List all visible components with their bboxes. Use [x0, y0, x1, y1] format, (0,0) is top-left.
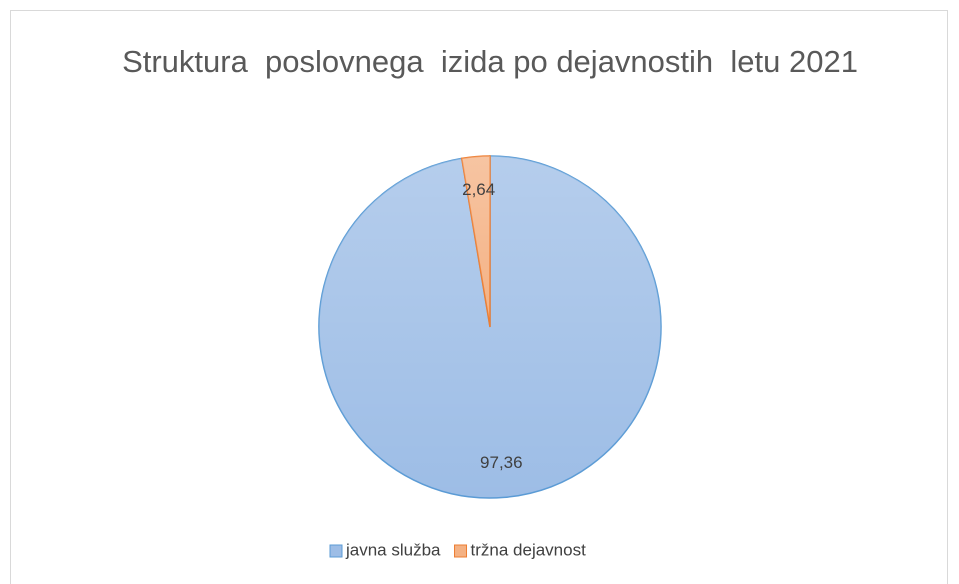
chart-frame: [10, 10, 948, 584]
legend-label: tržna dejavnost: [471, 540, 587, 559]
slice-shade: [461, 156, 490, 327]
legend-label: javna služba: [345, 540, 441, 559]
data-label: 2,64: [462, 180, 495, 199]
data-label: 97,36: [480, 453, 523, 472]
legend-swatch: [454, 544, 468, 558]
chart-title: Struktura poslovnega izida po dejavnosti…: [122, 44, 858, 79]
legend-swatch: [329, 544, 343, 558]
